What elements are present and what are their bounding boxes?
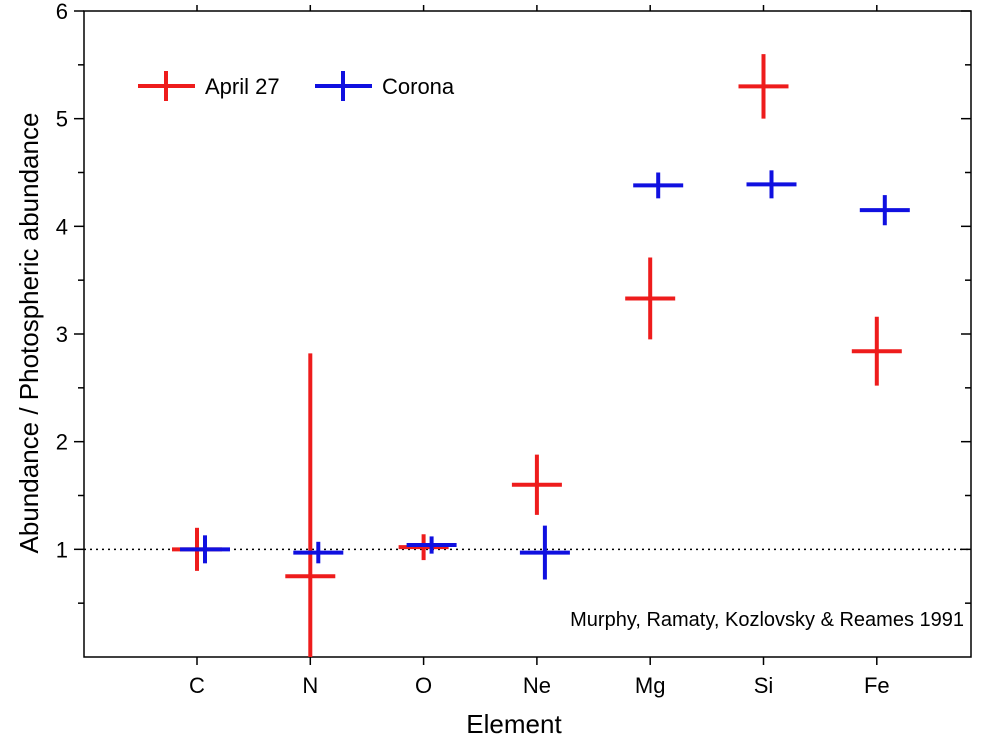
plot-border [83, 10, 972, 658]
axis-ticks [74, 5, 971, 665]
series-1 [180, 170, 910, 580]
y-axis-title: Abundance / Photospheric abundance [14, 113, 44, 554]
labels-layer: 1 2 3 4 5 6 C N O Ne Mg Si Fe [56, 0, 890, 698]
y-tick-label: 6 [56, 0, 68, 24]
series-0 [172, 54, 902, 657]
x-tick-label: N [302, 673, 318, 698]
y-tick-label: 1 [56, 537, 68, 562]
x-tick-label: Ne [523, 673, 551, 698]
x-tick-label: Si [754, 673, 774, 698]
y-tick-label: 4 [56, 214, 68, 239]
x-axis-title: Element [466, 709, 562, 739]
series-layer [172, 54, 910, 657]
y-tick-label: 2 [56, 430, 68, 455]
legend-label: Corona [382, 74, 455, 99]
y-tick-label: 5 [56, 107, 68, 132]
x-tick-label: C [189, 673, 205, 698]
legend-label: April 27 [205, 74, 280, 99]
plot-frame [83, 10, 972, 658]
legend: April 27 Corona [138, 71, 455, 101]
x-tick-label: O [415, 673, 432, 698]
x-tick-label: Fe [864, 673, 890, 698]
source-annotation: Murphy, Ramaty, Kozlovsky & Reames 1991 [570, 609, 964, 631]
y-tick-label: 3 [56, 322, 68, 347]
x-tick-label: Mg [635, 673, 666, 698]
